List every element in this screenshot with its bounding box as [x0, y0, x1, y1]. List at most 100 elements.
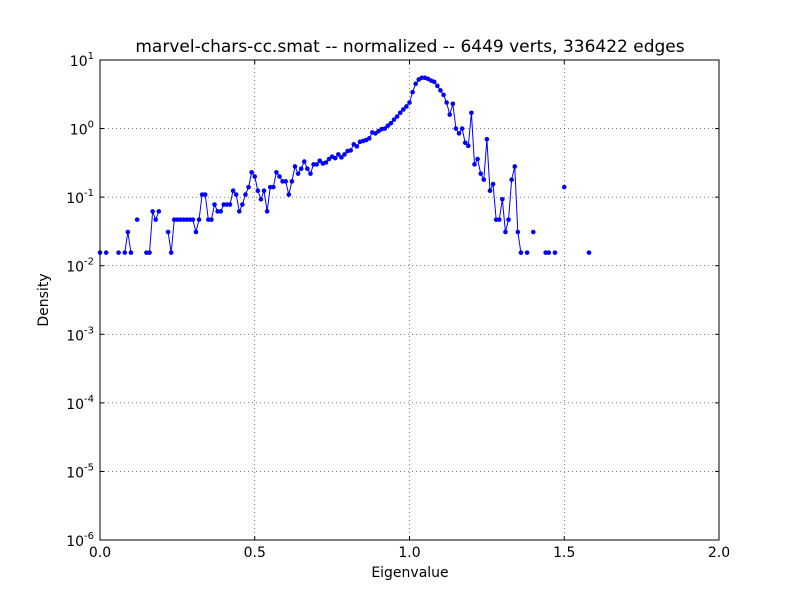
- data-point: [277, 174, 282, 179]
- data-point: [317, 158, 323, 163]
- data-point: [438, 88, 443, 93]
- data-point: [475, 156, 480, 162]
- data-point: [478, 171, 483, 176]
- data-point: [255, 188, 261, 194]
- data-point: [342, 152, 347, 157]
- data-point: [218, 209, 224, 214]
- data-point: [286, 192, 292, 197]
- y-tick-label: 10-5: [66, 462, 94, 481]
- y-axis-label: Density: [36, 273, 52, 326]
- data-point: [509, 177, 514, 182]
- data-point: [503, 229, 508, 235]
- x-tick-label: 0.5: [244, 545, 266, 561]
- data-point: [196, 217, 202, 222]
- data-point: [289, 179, 295, 184]
- data-point: [264, 209, 270, 214]
- y-tick-label: 10-6: [66, 531, 94, 550]
- data-point: [366, 136, 372, 141]
- data-point: [308, 171, 313, 176]
- data-point: [332, 155, 338, 161]
- data-point: [230, 188, 236, 194]
- data-point: [431, 79, 437, 85]
- data-point: [506, 217, 511, 222]
- data-point: [462, 140, 468, 146]
- y-tick-label: 100: [70, 120, 94, 139]
- data-point: [444, 100, 449, 105]
- data-point: [348, 148, 353, 153]
- data-point: [298, 166, 304, 171]
- y-tick-label: 10-3: [66, 325, 94, 344]
- data-point: [326, 156, 332, 162]
- data-point: [165, 229, 171, 235]
- data-point: [295, 171, 301, 176]
- data-point: [469, 110, 474, 116]
- data-point: [397, 110, 403, 116]
- data-point: [168, 250, 174, 255]
- data-point: [456, 131, 462, 136]
- data-point: [447, 112, 453, 117]
- data-point: [435, 83, 440, 89]
- data-point: [413, 81, 418, 87]
- data-point: [305, 166, 310, 171]
- data-point: [407, 100, 412, 105]
- data-point: [450, 101, 456, 107]
- data-point: [388, 120, 394, 126]
- data-point: [441, 92, 446, 98]
- data-point: [552, 250, 558, 255]
- x-tick-label: 1.5: [553, 545, 575, 561]
- data-point: [292, 164, 298, 169]
- data-point: [466, 143, 471, 149]
- x-tick-label: 1.0: [398, 545, 420, 561]
- data-point: [586, 250, 592, 255]
- plot-frame: [99, 59, 720, 541]
- y-tick-label: 101: [70, 51, 94, 70]
- data-point: [394, 114, 400, 119]
- data-point: [243, 192, 248, 197]
- y-tick-label: 10-2: [66, 257, 94, 276]
- data-point: [481, 177, 487, 182]
- chart-title: marvel-chars-cc.smat -- normalized -- 64…: [135, 37, 684, 57]
- data-point: [531, 229, 536, 235]
- data-point: [274, 170, 279, 175]
- data-point: [515, 229, 521, 235]
- data-point: [134, 217, 140, 222]
- data-point: [336, 152, 341, 157]
- data-point: [500, 197, 505, 202]
- data-point: [459, 126, 465, 131]
- data-point: [153, 217, 159, 222]
- x-tick-label: 0.0: [89, 545, 111, 561]
- data-point: [382, 126, 388, 131]
- x-tick-label: 2.0: [708, 545, 730, 561]
- data-point: [156, 209, 162, 214]
- data-point: [472, 162, 477, 167]
- data-point: [283, 179, 289, 184]
- data-point: [212, 202, 217, 207]
- data-point: [227, 202, 233, 207]
- data-point: [236, 209, 242, 214]
- data-point: [240, 202, 245, 207]
- data-point: [128, 250, 134, 255]
- data-point: [122, 250, 128, 255]
- data-point: [487, 188, 493, 194]
- data-point: [150, 209, 155, 214]
- data-point: [261, 188, 267, 194]
- data-point: [190, 217, 196, 222]
- y-tick-label: 10-1: [66, 188, 94, 207]
- data-point: [202, 192, 208, 197]
- data-point: [103, 250, 109, 255]
- data-point: [453, 126, 459, 131]
- data-point: [385, 123, 391, 129]
- data-point: [246, 184, 251, 190]
- data-point: [546, 250, 552, 255]
- data-point: [116, 250, 121, 255]
- data-point: [314, 162, 319, 167]
- data-point: [271, 184, 276, 190]
- y-tick-label: 10-4: [66, 394, 94, 413]
- data-point: [249, 170, 254, 175]
- data-point: [404, 104, 409, 109]
- data-point: [391, 117, 397, 122]
- data-point: [209, 217, 214, 222]
- data-point: [258, 197, 264, 202]
